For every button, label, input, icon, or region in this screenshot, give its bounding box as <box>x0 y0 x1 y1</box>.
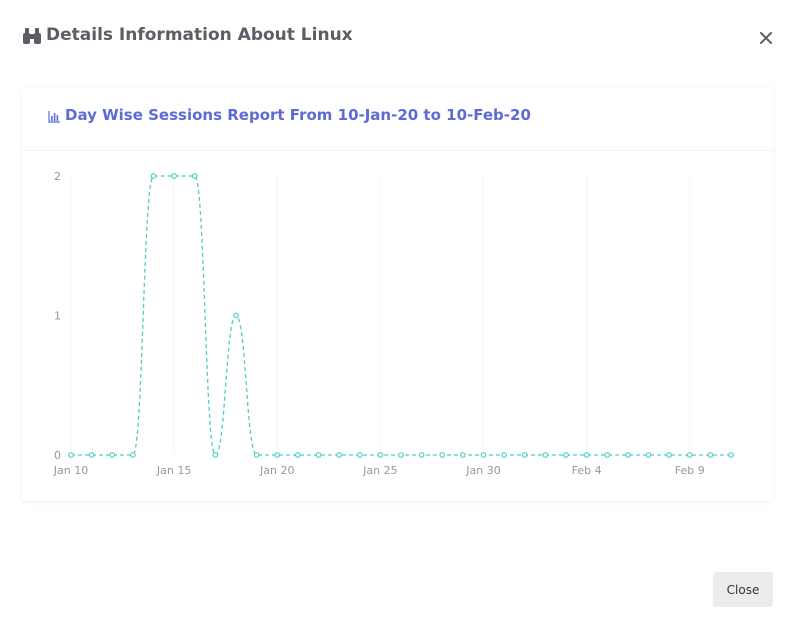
data-point <box>645 452 652 458</box>
data-point <box>336 452 343 458</box>
close-button[interactable]: Close <box>713 572 773 607</box>
data-point <box>583 452 590 458</box>
data-point <box>686 452 693 458</box>
y-tick-label: 2 <box>54 170 61 183</box>
data-point <box>604 452 611 458</box>
x-tick-label: Jan 20 <box>259 464 294 477</box>
card-title: Day Wise Sessions Report From 10-Jan-20 … <box>65 106 531 124</box>
x-tick-label: Feb 4 <box>572 464 602 477</box>
data-point <box>480 452 487 458</box>
data-point <box>274 452 281 458</box>
data-point <box>109 452 116 458</box>
y-tick-label: 0 <box>54 449 61 462</box>
bar-chart-icon <box>48 111 60 123</box>
data-point <box>418 452 425 458</box>
data-point <box>563 452 569 458</box>
x-tick-label: Jan 30 <box>465 464 500 477</box>
data-point <box>398 452 404 458</box>
x-tick-label: Jan 15 <box>156 464 191 477</box>
data-point <box>439 452 446 458</box>
data-point <box>521 452 528 458</box>
data-point <box>377 452 384 458</box>
data-point <box>728 452 734 458</box>
data-point <box>356 452 363 458</box>
y-tick-label: 1 <box>54 310 61 323</box>
data-point <box>68 452 74 458</box>
data-point <box>459 452 466 458</box>
data-point <box>233 312 239 319</box>
data-point <box>253 452 260 458</box>
modal-title: Details Information About Linux <box>46 25 353 45</box>
sessions-line-chart: Jan 10 Jan 15 Jan 20 Jan 25 Jan 30 Feb 4 Feb 9… <box>53 170 734 477</box>
data-point <box>129 452 136 458</box>
data-point <box>191 173 198 179</box>
card-header: Day Wise Sessions Report From 10-Jan-20 … <box>22 87 773 151</box>
sessions-report-card: Day Wise Sessions Report From 10-Jan-20 … <box>22 87 773 501</box>
data-point <box>212 452 219 458</box>
data-point <box>666 452 673 458</box>
data-point <box>150 173 157 179</box>
data-point <box>171 173 178 179</box>
data-point <box>624 452 631 458</box>
series-line <box>71 175 731 456</box>
x-tick-label: Feb 9 <box>675 464 705 477</box>
data-point <box>294 452 301 458</box>
data-point <box>315 452 322 458</box>
close-icon[interactable] <box>756 28 776 48</box>
x-tick-label: Jan 25 <box>362 464 397 477</box>
x-tick-label: Jan 10 <box>53 464 88 477</box>
binoculars-icon <box>23 28 41 44</box>
modal-header: Details Information About Linux <box>0 0 797 72</box>
data-point <box>542 452 549 458</box>
data-point <box>88 452 95 458</box>
data-point <box>501 452 508 458</box>
data-point <box>707 452 714 458</box>
